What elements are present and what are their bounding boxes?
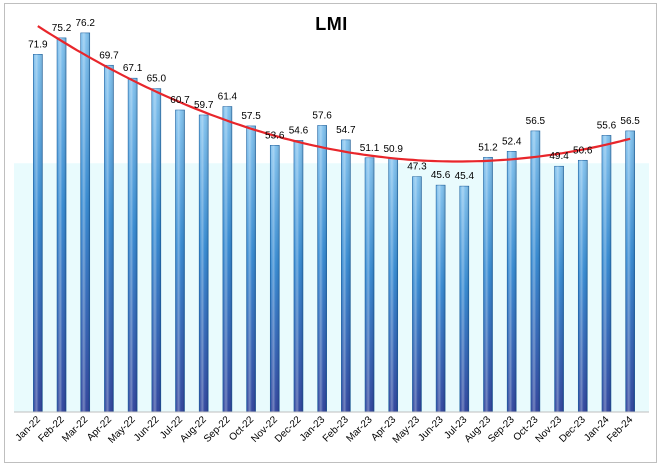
data-label-Apr-22: 69.7 — [99, 50, 119, 61]
data-label-Nov-23: 49.4 — [549, 151, 569, 162]
bar-shine-Jan-24 — [601, 135, 611, 412]
data-label-Apr-23: 50.9 — [383, 144, 403, 155]
data-label-Dec-23: 50.6 — [573, 145, 593, 156]
band-below-50 — [14, 163, 649, 412]
data-label-Feb-22: 75.2 — [52, 23, 72, 34]
tick-label-Sep-23: Sep-23 — [486, 414, 517, 445]
bar-shine-Jul-23 — [459, 186, 469, 412]
tick-label-Dec-22: Dec-22 — [273, 414, 304, 445]
data-label-Jan-23: 57.6 — [312, 110, 332, 121]
data-label-Jul-22: 60.7 — [170, 95, 190, 106]
data-label-Mar-22: 76.2 — [75, 18, 95, 29]
bar-shine-Apr-23 — [388, 158, 398, 412]
bar-shine-Aug-22 — [199, 115, 209, 413]
data-label-Jun-22: 65.0 — [147, 74, 167, 85]
tick-label-Dec-23: Dec-23 — [557, 414, 588, 445]
data-label-Jan-24: 55.6 — [597, 120, 617, 131]
data-label-May-22: 67.1 — [123, 63, 143, 74]
x-axis: Jan-22Feb-22Mar-22Apr-22May-22Jun-22Jul-… — [14, 411, 649, 446]
tick-label-Jun-22: Jun-22 — [132, 414, 162, 444]
tick-label-May-23: May-23 — [391, 414, 423, 446]
bar-shine-Sep-22 — [222, 106, 232, 412]
background-bands — [14, 163, 649, 412]
bar-shine-Feb-23 — [341, 139, 351, 413]
tick-label-Mar-22: Mar-22 — [60, 414, 90, 444]
bar-shine-Jun-22 — [151, 88, 161, 413]
data-label-Jun-23: 45.6 — [431, 170, 451, 181]
bar-shine-Jul-22 — [175, 110, 185, 412]
data-label-Sep-22: 61.4 — [218, 92, 238, 103]
bar-shine-Jan-22 — [33, 54, 43, 412]
bar-shine-Nov-23 — [554, 166, 564, 412]
data-label-Feb-24: 56.5 — [620, 116, 640, 127]
data-label-Dec-22: 54.6 — [289, 125, 309, 136]
trendline-group — [37, 25, 631, 163]
tick-label-Jun-23: Jun-23 — [416, 414, 446, 444]
bar-shine-Sep-23 — [507, 151, 517, 412]
data-label-Sep-23: 52.4 — [502, 136, 522, 147]
trendline — [37, 25, 631, 163]
bar-shine-Mar-23 — [365, 157, 375, 412]
bar-shine-Oct-22 — [246, 125, 256, 412]
bars-group — [33, 32, 635, 413]
data-label-Oct-22: 57.5 — [241, 111, 261, 122]
bar-shine-May-23 — [412, 176, 422, 412]
tick-label-Feb-24: Feb-24 — [605, 414, 635, 444]
bar-shine-Feb-24 — [625, 130, 635, 412]
data-label-Oct-23: 56.5 — [526, 116, 546, 127]
data-label-Mar-23: 51.1 — [360, 143, 380, 154]
bar-shine-Dec-22 — [293, 140, 303, 412]
bar-shine-Aug-23 — [483, 157, 493, 412]
data-label-Aug-23: 51.2 — [478, 142, 498, 153]
bar-shine-Jun-23 — [436, 185, 446, 412]
bar-shine-Feb-22 — [57, 37, 67, 412]
bar-shine-Nov-22 — [270, 145, 280, 412]
bar-shine-May-22 — [128, 78, 138, 412]
chart-title: LMI — [315, 14, 348, 34]
tick-label-Sep-22: Sep-22 — [202, 414, 233, 445]
data-label-May-23: 47.3 — [407, 162, 427, 173]
bar-shine-Jan-23 — [317, 125, 327, 412]
tick-label-Mar-23: Mar-23 — [344, 414, 374, 444]
data-labels-group: 71.9 75.2 76.2 69.7 67.1 65.060.7 59.7 61.457.5… — [28, 18, 640, 182]
data-label-Feb-23: 54.7 — [336, 125, 356, 136]
data-label-Aug-22: 59.7 — [194, 100, 214, 111]
tick-label-May-22: May-22 — [106, 414, 138, 446]
bar-shine-Apr-22 — [104, 65, 114, 413]
bar-shine-Mar-22 — [80, 32, 90, 413]
data-label-Nov-22: 53.6 — [265, 130, 285, 141]
data-label-Jul-23: 45.4 — [455, 171, 475, 182]
bar-shine-Oct-23 — [530, 130, 540, 412]
data-label-Jan-22: 71.9 — [28, 39, 48, 50]
bar-shine-Dec-23 — [578, 160, 588, 412]
